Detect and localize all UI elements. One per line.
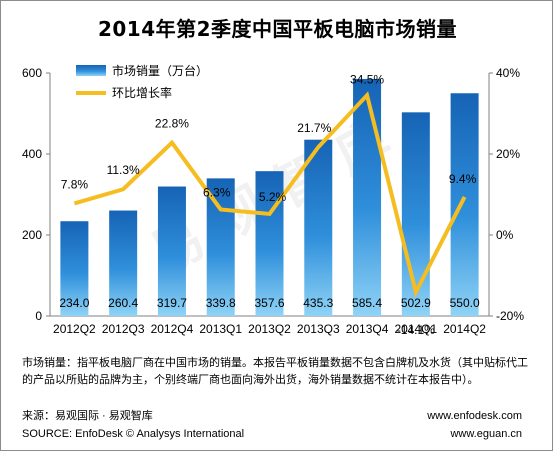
bar bbox=[157, 186, 186, 316]
x-tick-label: 2014Q1 bbox=[394, 322, 437, 336]
right-tick-label: 40% bbox=[496, 66, 520, 80]
line-series: 7.8% 11.3% 22.8% 6.3% 5.2% 21.7% 34.5% -14.1% 9.… bbox=[61, 72, 477, 337]
growth-line bbox=[73, 91, 467, 298]
combo-chart: 0 200 400 600 -20% 0% 20% 40% 2012Q2 2012Q3 2012Q4… bbox=[22, 63, 524, 337]
line-value-label: -14.1% bbox=[397, 323, 435, 337]
bar-value-label: 435.3 bbox=[303, 296, 333, 310]
x-tick-label: 2013Q2 bbox=[248, 322, 291, 336]
line-value-label: 34.5% bbox=[350, 72, 384, 86]
legend: 市场销量（万台） 环比增长率 bbox=[76, 63, 208, 100]
left-tick-label: 600 bbox=[22, 66, 42, 80]
bar bbox=[450, 93, 479, 316]
line-value-label: 9.4% bbox=[449, 172, 477, 186]
bar bbox=[401, 112, 430, 316]
bar-series: 234.0 260.4 319.7 339.8 357.6 435.3 585.4 502.9… bbox=[59, 78, 480, 317]
source-cn: 来源：易观国际 · 易观智库 bbox=[22, 410, 153, 422]
x-tick-label: 2013Q3 bbox=[297, 322, 340, 336]
x-tick-label: 2013Q4 bbox=[346, 322, 389, 336]
line-value-label: 21.7% bbox=[297, 121, 331, 135]
x-tick-label: 2012Q4 bbox=[151, 322, 194, 336]
bar bbox=[353, 78, 382, 317]
right-tick-label: 20% bbox=[496, 147, 520, 161]
bar-value-label: 585.4 bbox=[352, 296, 382, 310]
bar-value-label: 319.7 bbox=[157, 296, 187, 310]
legend-label-line: 环比增长率 bbox=[112, 85, 172, 100]
right-tick-label: -20% bbox=[496, 309, 524, 323]
bar bbox=[255, 171, 284, 316]
bar-value-label: 502.9 bbox=[401, 296, 431, 310]
bar bbox=[206, 178, 235, 316]
x-tick-label: 2012Q3 bbox=[102, 322, 145, 336]
bar bbox=[109, 210, 138, 316]
line-value-label: 5.2% bbox=[259, 190, 287, 204]
x-tick-label: 2014Q2 bbox=[443, 322, 486, 336]
bar-value-label: 550.0 bbox=[450, 296, 480, 310]
bar-value-label: 339.8 bbox=[206, 296, 236, 310]
legend-label-bar: 市场销量（万台） bbox=[112, 63, 208, 78]
legend-swatch-bar bbox=[76, 65, 106, 76]
bar-value-label: 357.6 bbox=[254, 296, 284, 310]
x-tick-label: 2012Q2 bbox=[53, 322, 96, 336]
line-value-label: 6.3% bbox=[203, 185, 231, 199]
url-block: www.enfodesk.com www.eguan.cn bbox=[427, 407, 522, 443]
source-en: SOURCE: EnfoDesk © Analysys Internationa… bbox=[22, 428, 245, 440]
line-value-label: 11.3% bbox=[107, 163, 140, 177]
bar-value-label: 234.0 bbox=[59, 296, 89, 310]
bar-value-label: 260.4 bbox=[108, 296, 138, 310]
url-enfodesk[interactable]: www.enfodesk.com bbox=[427, 410, 522, 422]
left-tick-label: 0 bbox=[35, 309, 42, 323]
chart-title: 2014年第2季度中国平板电脑市场销量 bbox=[97, 17, 458, 41]
url-eguan[interactable]: www.eguan.cn bbox=[450, 428, 522, 440]
footnote: 市场销量：指平板电脑厂商在中国市场的销量。本报告平板销量数据不包含白牌机及水货（… bbox=[22, 356, 528, 386]
left-tick-label: 200 bbox=[22, 228, 42, 242]
bar bbox=[60, 221, 89, 316]
line-value-label: 7.8% bbox=[61, 177, 89, 191]
x-tick-label: 2013Q1 bbox=[199, 322, 242, 336]
right-tick-label: 0% bbox=[496, 228, 514, 242]
source-block: 来源：易观国际 · 易观智库 SOURCE: EnfoDesk © Analys… bbox=[22, 407, 244, 443]
bar bbox=[304, 139, 333, 316]
line-value-label: 22.8% bbox=[155, 117, 189, 131]
left-tick-label: 400 bbox=[22, 147, 42, 161]
